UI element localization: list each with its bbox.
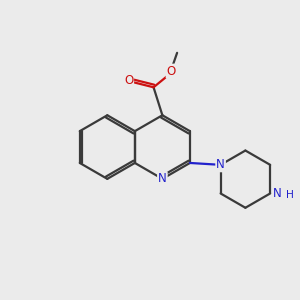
Text: O: O [167, 64, 176, 78]
Text: N: N [216, 158, 225, 171]
Text: O: O [124, 74, 133, 87]
Text: N: N [273, 187, 282, 200]
Text: H: H [286, 190, 294, 200]
Text: N: N [158, 172, 167, 185]
